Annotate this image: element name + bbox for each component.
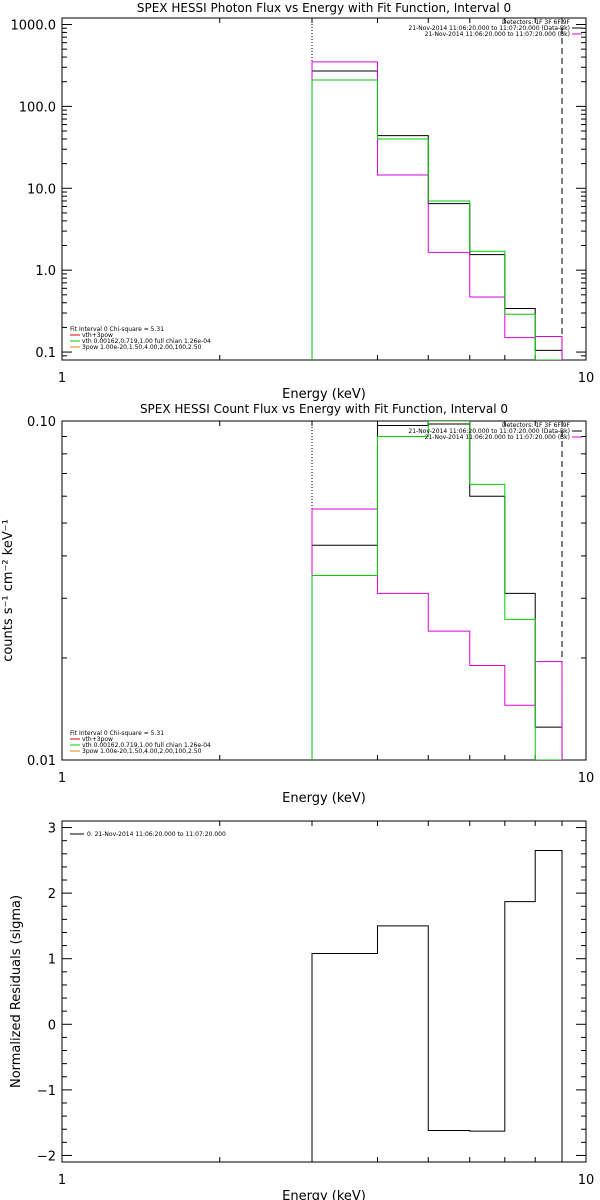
y-tick-label: 0.01 <box>27 754 56 769</box>
x-tick-label: 1 <box>58 771 66 786</box>
series-1-histogram <box>311 423 563 760</box>
y-tick-label: 10.0 <box>27 182 56 197</box>
y-tick-label: 2 <box>48 887 56 902</box>
series-1-histogram <box>311 70 563 360</box>
y-tick-label: 1000.0 <box>11 18 57 33</box>
plot-frame <box>61 17 587 361</box>
plot-frame <box>61 420 587 761</box>
y-tick-label: 1.0 <box>35 264 56 279</box>
y-tick-label: 0 <box>48 1018 56 1033</box>
legend-text: 21-Nov-2014 11:06:20.000 to 11:07:20.000… <box>425 434 570 441</box>
chart-panel-1: SPEX HESSI Photon Flux vs Energy with Fi… <box>11 1 595 402</box>
legend-text: 3pow 1.00e-20,1.50,4.00,2.00,100,2.50 <box>82 344 202 351</box>
y-tick-label: −2 <box>37 1149 56 1164</box>
chart-panel-3: 1 10 Energy (keV) −2 −1 0 1 2 3 Normalized Residu… <box>9 820 595 1200</box>
legend-text: 21-Nov-2014 11:06:20.000 to 11:07:20.000… <box>408 428 570 435</box>
series-2-histogram <box>311 508 563 760</box>
chart-panel-2: SPEX HESSI Count Flux vs Energy with Fit… <box>1 402 594 806</box>
x-tick-label: 10 <box>578 771 595 786</box>
legend-text: Detectors: 1F 3F 6F 9F <box>502 19 571 26</box>
y-tick-label: 3 <box>48 822 56 837</box>
x-axis-label: Energy (keV) <box>282 1189 366 1200</box>
plot-frame <box>61 820 587 1163</box>
x-axis-label: Energy (keV) <box>282 791 366 806</box>
legend-text: 3pow 1.00e-20,1.50,4.00,2.00,100,2.50 <box>82 748 202 755</box>
chart-title: SPEX HESSI Photon Flux vs Energy with Fi… <box>137 1 511 15</box>
legend-text: 0. 21-Nov-2014 11:06:20.000 to 11:07:20.… <box>87 831 226 838</box>
x-tick-label: 10 <box>578 371 595 386</box>
y-axis-label: Normalized Residuals (sigma) <box>9 895 24 1088</box>
legend-text: Detectors: 1F 3F 6F 9F <box>502 422 571 429</box>
x-tick-label: 1 <box>58 371 66 386</box>
y-axis-label: counts s⁻¹ cm⁻² keV⁻¹ <box>1 519 16 662</box>
x-tick-label: 10 <box>578 1173 595 1188</box>
x-axis-label: Energy (keV) <box>282 387 366 402</box>
legend-text: vth 0.00162,0.719,1.00 full chian 1.26e-… <box>82 742 211 749</box>
y-tick-label: 100.0 <box>19 100 56 115</box>
legend-text: vth+3pow <box>82 332 113 339</box>
legend-text: 21-Nov-2014 11:06:20.000 to 11:07:20.000… <box>425 31 570 38</box>
series-1-histogram <box>311 850 563 1162</box>
y-tick-label: 1 <box>48 953 56 968</box>
x-tick-label: 1 <box>58 1173 66 1188</box>
series-3-histogram <box>311 421 563 760</box>
y-tick-label: 0.10 <box>27 415 56 430</box>
series-3-histogram <box>311 79 563 360</box>
legend-text: Fit Interval 0 Chi-square = 5.31 <box>70 326 164 333</box>
legend-text: vth 0.00162,0.719,1.00 full chian 1.26e-… <box>82 338 211 345</box>
legend-text: vth+3pow <box>82 736 113 743</box>
y-tick-label: 0.1 <box>35 346 56 361</box>
legend-text: 21-Nov-2014 11:06:20.000 to 11:07:20.000… <box>408 25 570 32</box>
y-tick-label: −1 <box>37 1084 56 1099</box>
chart-title: SPEX HESSI Count Flux vs Energy with Fit… <box>140 402 508 416</box>
series-2-histogram <box>311 61 563 360</box>
legend-text: Fit Interval 0 Chi-square = 5.31 <box>70 730 164 737</box>
